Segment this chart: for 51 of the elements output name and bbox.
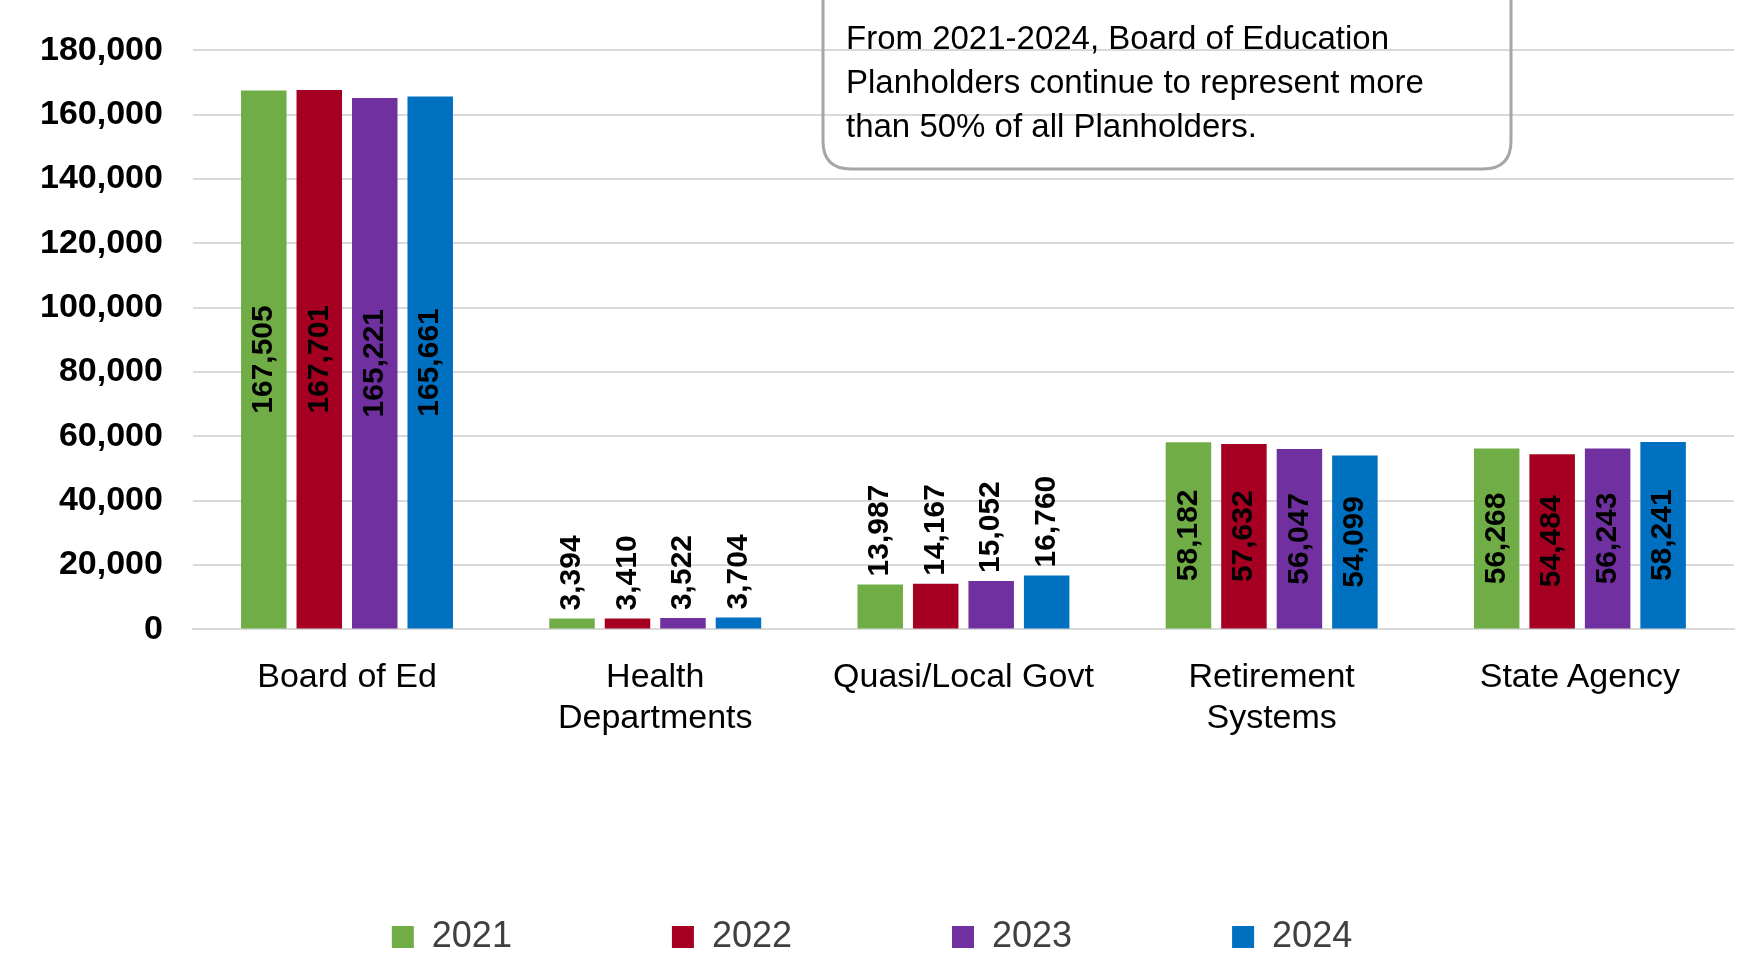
bar xyxy=(715,617,762,629)
data-label: 165,661 xyxy=(411,308,445,417)
data-label: 56,243 xyxy=(1588,492,1622,585)
bar xyxy=(604,618,651,629)
bar xyxy=(912,583,959,629)
bar xyxy=(660,618,706,629)
data-label: 3,410 xyxy=(608,535,642,611)
x-tick-label: Board of Ed xyxy=(257,656,437,695)
data-label: 16,760 xyxy=(1027,475,1061,568)
y-tick-label: 180,000 xyxy=(40,28,163,67)
y-tick-label: 40,000 xyxy=(58,479,163,518)
bar xyxy=(407,96,453,629)
y-tick-label: 60,000 xyxy=(58,414,163,453)
legend-label: 2021 xyxy=(431,913,512,955)
data-label: 58,241 xyxy=(1644,489,1678,582)
y-tick-label: 140,000 xyxy=(40,157,163,196)
y-tick-label: 160,000 xyxy=(40,93,163,132)
data-label: 165,221 xyxy=(356,308,390,418)
legend-label: 2023 xyxy=(992,913,1073,955)
data-label: 14,167 xyxy=(916,484,950,576)
legend-label: 2022 xyxy=(711,913,793,955)
y-tick-label: 0 xyxy=(143,607,163,646)
data-label: 58,182 xyxy=(1169,489,1203,582)
y-tick-label: 120,000 xyxy=(40,221,163,260)
bar xyxy=(968,580,1014,629)
data-label: 15,052 xyxy=(972,481,1006,573)
data-label: 167,505 xyxy=(245,305,279,414)
x-tick-label: Retirement Systems xyxy=(1188,656,1356,735)
y-tick-label: 100,000 xyxy=(40,286,163,325)
x-tick-label: State Agency xyxy=(1479,656,1681,695)
x-tick-label: Health Departments xyxy=(557,656,753,735)
data-label: 3,704 xyxy=(719,534,753,610)
data-label: 54,484 xyxy=(1533,495,1567,588)
data-label: 57,632 xyxy=(1225,490,1259,583)
bar xyxy=(241,90,287,629)
data-label: 56,268 xyxy=(1477,492,1511,585)
x-tick-label: Quasi/Local Govt xyxy=(833,656,1095,695)
y-tick-label: 20,000 xyxy=(58,543,163,582)
bar xyxy=(352,97,398,629)
y-tick-label: 80,000 xyxy=(58,350,163,389)
bar xyxy=(857,584,903,629)
bar xyxy=(1023,575,1070,629)
bar xyxy=(296,89,343,629)
data-label: 13,987 xyxy=(861,484,895,577)
data-label: 167,701 xyxy=(300,304,334,414)
bar xyxy=(549,618,595,629)
data-label: 3,522 xyxy=(664,535,698,611)
data-label: 56,047 xyxy=(1280,492,1314,585)
legend-label: 2024 xyxy=(1272,913,1353,955)
data-label: 54,099 xyxy=(1336,496,1370,588)
data-label: 3,394 xyxy=(553,535,587,611)
